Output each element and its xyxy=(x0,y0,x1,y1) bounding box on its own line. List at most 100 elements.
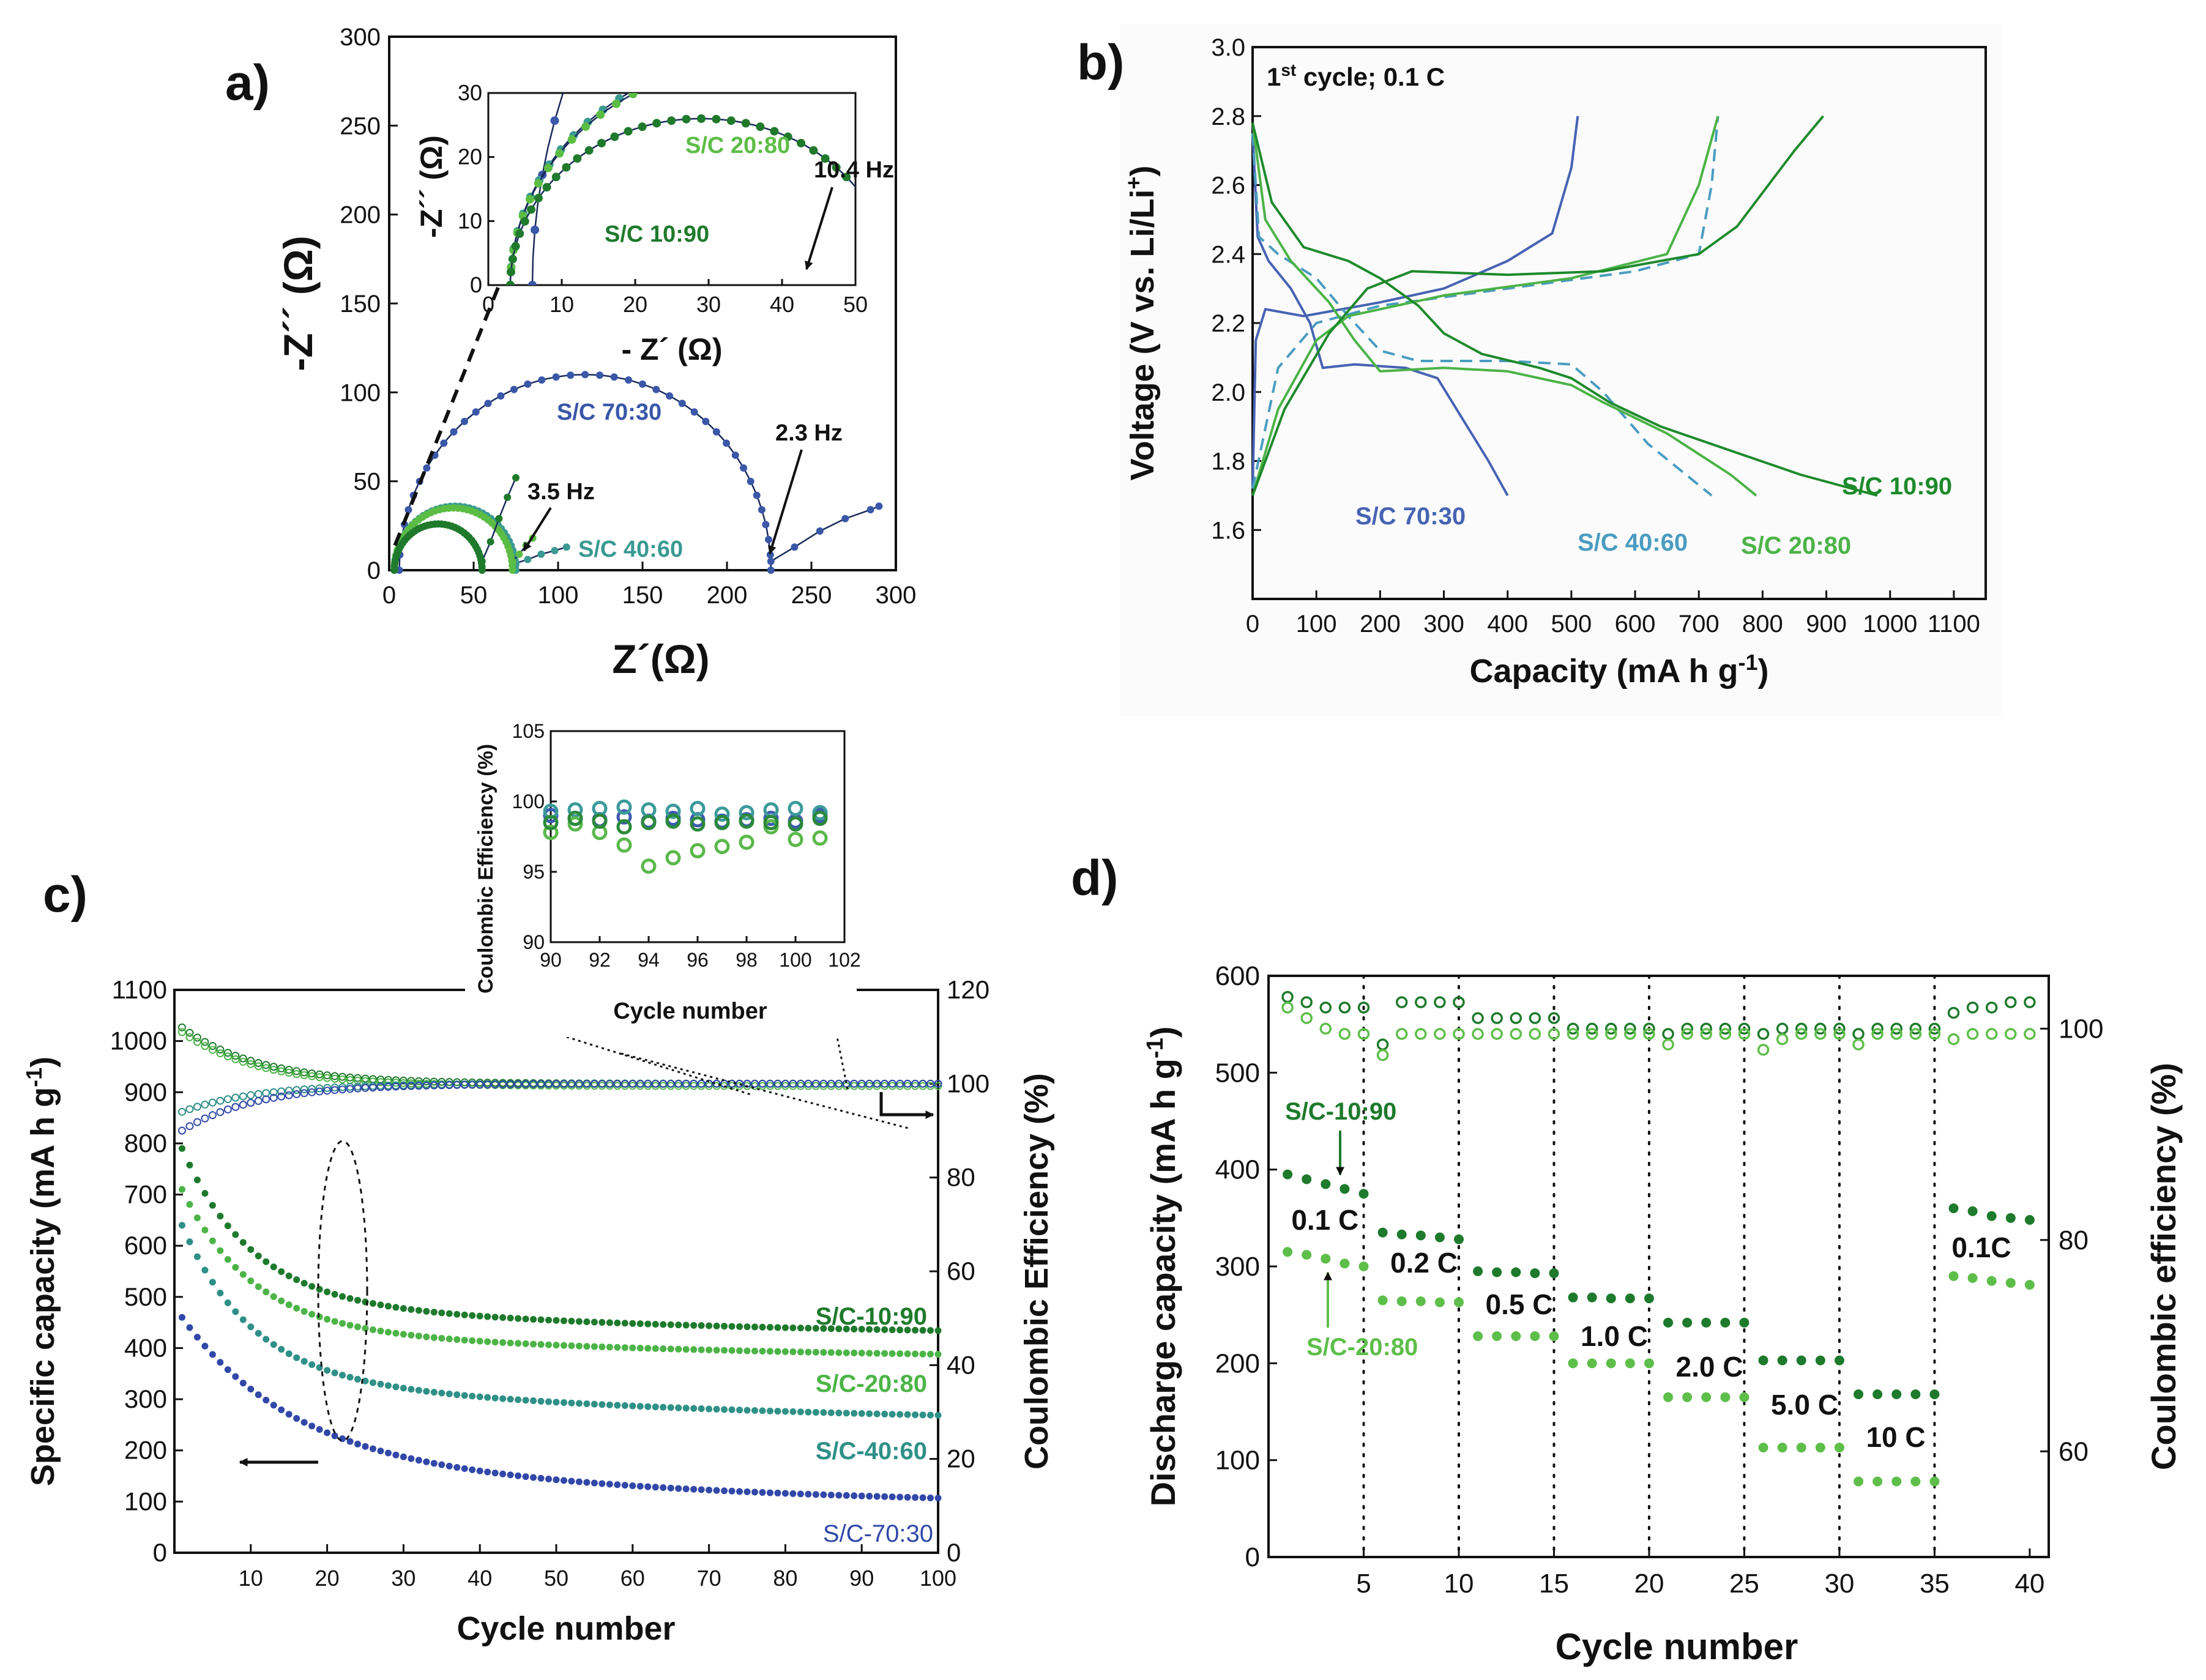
capacity-point xyxy=(866,1326,873,1333)
capacity-point xyxy=(713,1487,720,1494)
ce-point xyxy=(1795,1028,1808,1040)
data-point xyxy=(832,163,841,172)
capacity-point xyxy=(193,1334,201,1341)
capacity-point xyxy=(652,1403,659,1411)
capacity-point xyxy=(621,1344,628,1351)
capacity-point xyxy=(285,1350,293,1358)
ce-point xyxy=(763,815,779,830)
x-tick-label: 92 xyxy=(589,949,611,971)
capacity-point xyxy=(835,1325,843,1332)
ce-point xyxy=(1453,996,1465,1008)
capacity-point xyxy=(537,1474,545,1482)
capacity-point xyxy=(851,1325,858,1332)
capacity-point xyxy=(308,1283,316,1290)
ce-point xyxy=(300,1085,308,1094)
ce-point xyxy=(1415,1028,1427,1040)
capacity-point xyxy=(263,1397,270,1404)
capacity-point xyxy=(186,1238,193,1246)
capacity-point xyxy=(1663,1392,1674,1402)
y-tick-label: 1.6 xyxy=(1211,517,1245,544)
capacity-point xyxy=(759,1348,766,1355)
x-tick-label: 700 xyxy=(1679,611,1720,637)
capacity-point xyxy=(1473,1331,1483,1341)
panel-d-xlabel: Cycle number xyxy=(1556,1626,1798,1667)
capacity-point xyxy=(453,1391,461,1399)
ce-point xyxy=(231,1052,240,1060)
capacity-point xyxy=(583,1479,591,1486)
capacity-point xyxy=(919,1350,926,1358)
data-point xyxy=(770,127,779,136)
capacity-point xyxy=(1758,1355,1768,1366)
capacity-point xyxy=(660,1403,667,1411)
capacity-point xyxy=(873,1350,881,1357)
capacity-point xyxy=(362,1325,369,1332)
ce-point xyxy=(543,815,559,830)
capacity-point xyxy=(743,1488,751,1495)
capacity-point xyxy=(820,1409,827,1416)
ce-point xyxy=(438,1077,446,1086)
capacity-point xyxy=(851,1492,858,1500)
ce-point xyxy=(1548,1028,1560,1040)
capacity-point xyxy=(774,1489,781,1496)
data-point xyxy=(581,122,591,131)
capacity-point xyxy=(178,1186,185,1193)
data-point xyxy=(765,535,773,543)
capacity-point xyxy=(736,1323,743,1330)
rate-label: 2.0 C xyxy=(1675,1351,1743,1383)
capacity-point xyxy=(224,1299,231,1307)
capacity-point xyxy=(453,1336,461,1344)
capacity-point xyxy=(438,1309,445,1317)
ce-point xyxy=(1395,1028,1408,1040)
capacity-point xyxy=(636,1403,644,1410)
capacity-point xyxy=(491,1394,499,1402)
capacity-point xyxy=(560,1477,567,1484)
capacity-point xyxy=(766,1348,773,1355)
capacity-point xyxy=(545,1476,553,1483)
panel-d-ylabel-left: Discharge capacity (mA h g-1) xyxy=(1142,1027,1182,1507)
capacity-point xyxy=(629,1482,636,1489)
capacity-point xyxy=(217,1247,224,1254)
y-tick-label: 2.2 xyxy=(1211,310,1245,337)
capacity-point xyxy=(560,1342,567,1349)
capacity-point xyxy=(614,1481,621,1489)
ce-point xyxy=(714,806,730,822)
capacity-point xyxy=(545,1398,553,1405)
capacity-point xyxy=(1720,1392,1731,1402)
curve-discharge xyxy=(1251,133,1509,496)
y2-tick-label: 60 xyxy=(2059,1437,2089,1466)
capacity-point xyxy=(889,1326,896,1334)
capacity-point xyxy=(706,1347,713,1354)
ce-point xyxy=(1643,1022,1655,1035)
capacity-point xyxy=(1967,1206,1978,1216)
data-point xyxy=(484,400,492,407)
ce-point xyxy=(666,1079,675,1088)
capacity-point xyxy=(690,1405,698,1412)
capacity-point xyxy=(545,1341,553,1348)
ce-point xyxy=(1338,1028,1351,1040)
capacity-point xyxy=(232,1308,239,1315)
y-tick-label: 150 xyxy=(340,291,381,318)
panel-d: d) 5 10 15 20 25 30 35 400100200300400500600608… xyxy=(1071,850,2183,1667)
label-a-hz23: 2.3 Hz xyxy=(775,420,843,446)
ce-point xyxy=(644,1080,652,1088)
capacity-point xyxy=(706,1405,713,1413)
data-point xyxy=(596,110,605,119)
ce-point xyxy=(323,1074,332,1082)
ce-point xyxy=(1738,1022,1751,1035)
ce-point xyxy=(193,1102,201,1111)
ce-point xyxy=(208,1046,217,1054)
capacity-point xyxy=(430,1334,438,1341)
ce-point xyxy=(1871,1022,1884,1035)
ce-point xyxy=(285,1068,293,1077)
ce-point xyxy=(2024,996,2036,1008)
ce-point xyxy=(1966,1028,1979,1040)
capacity-point xyxy=(201,1189,209,1197)
ce-point xyxy=(873,1079,881,1088)
data-point xyxy=(515,550,523,558)
y-tick-label: 200 xyxy=(340,202,381,229)
x-tick-label: 90 xyxy=(849,1566,874,1591)
ce-point xyxy=(231,1055,240,1063)
capacity-point xyxy=(1549,1331,1559,1341)
capacity-point xyxy=(384,1382,392,1389)
capacity-point xyxy=(1834,1355,1844,1366)
